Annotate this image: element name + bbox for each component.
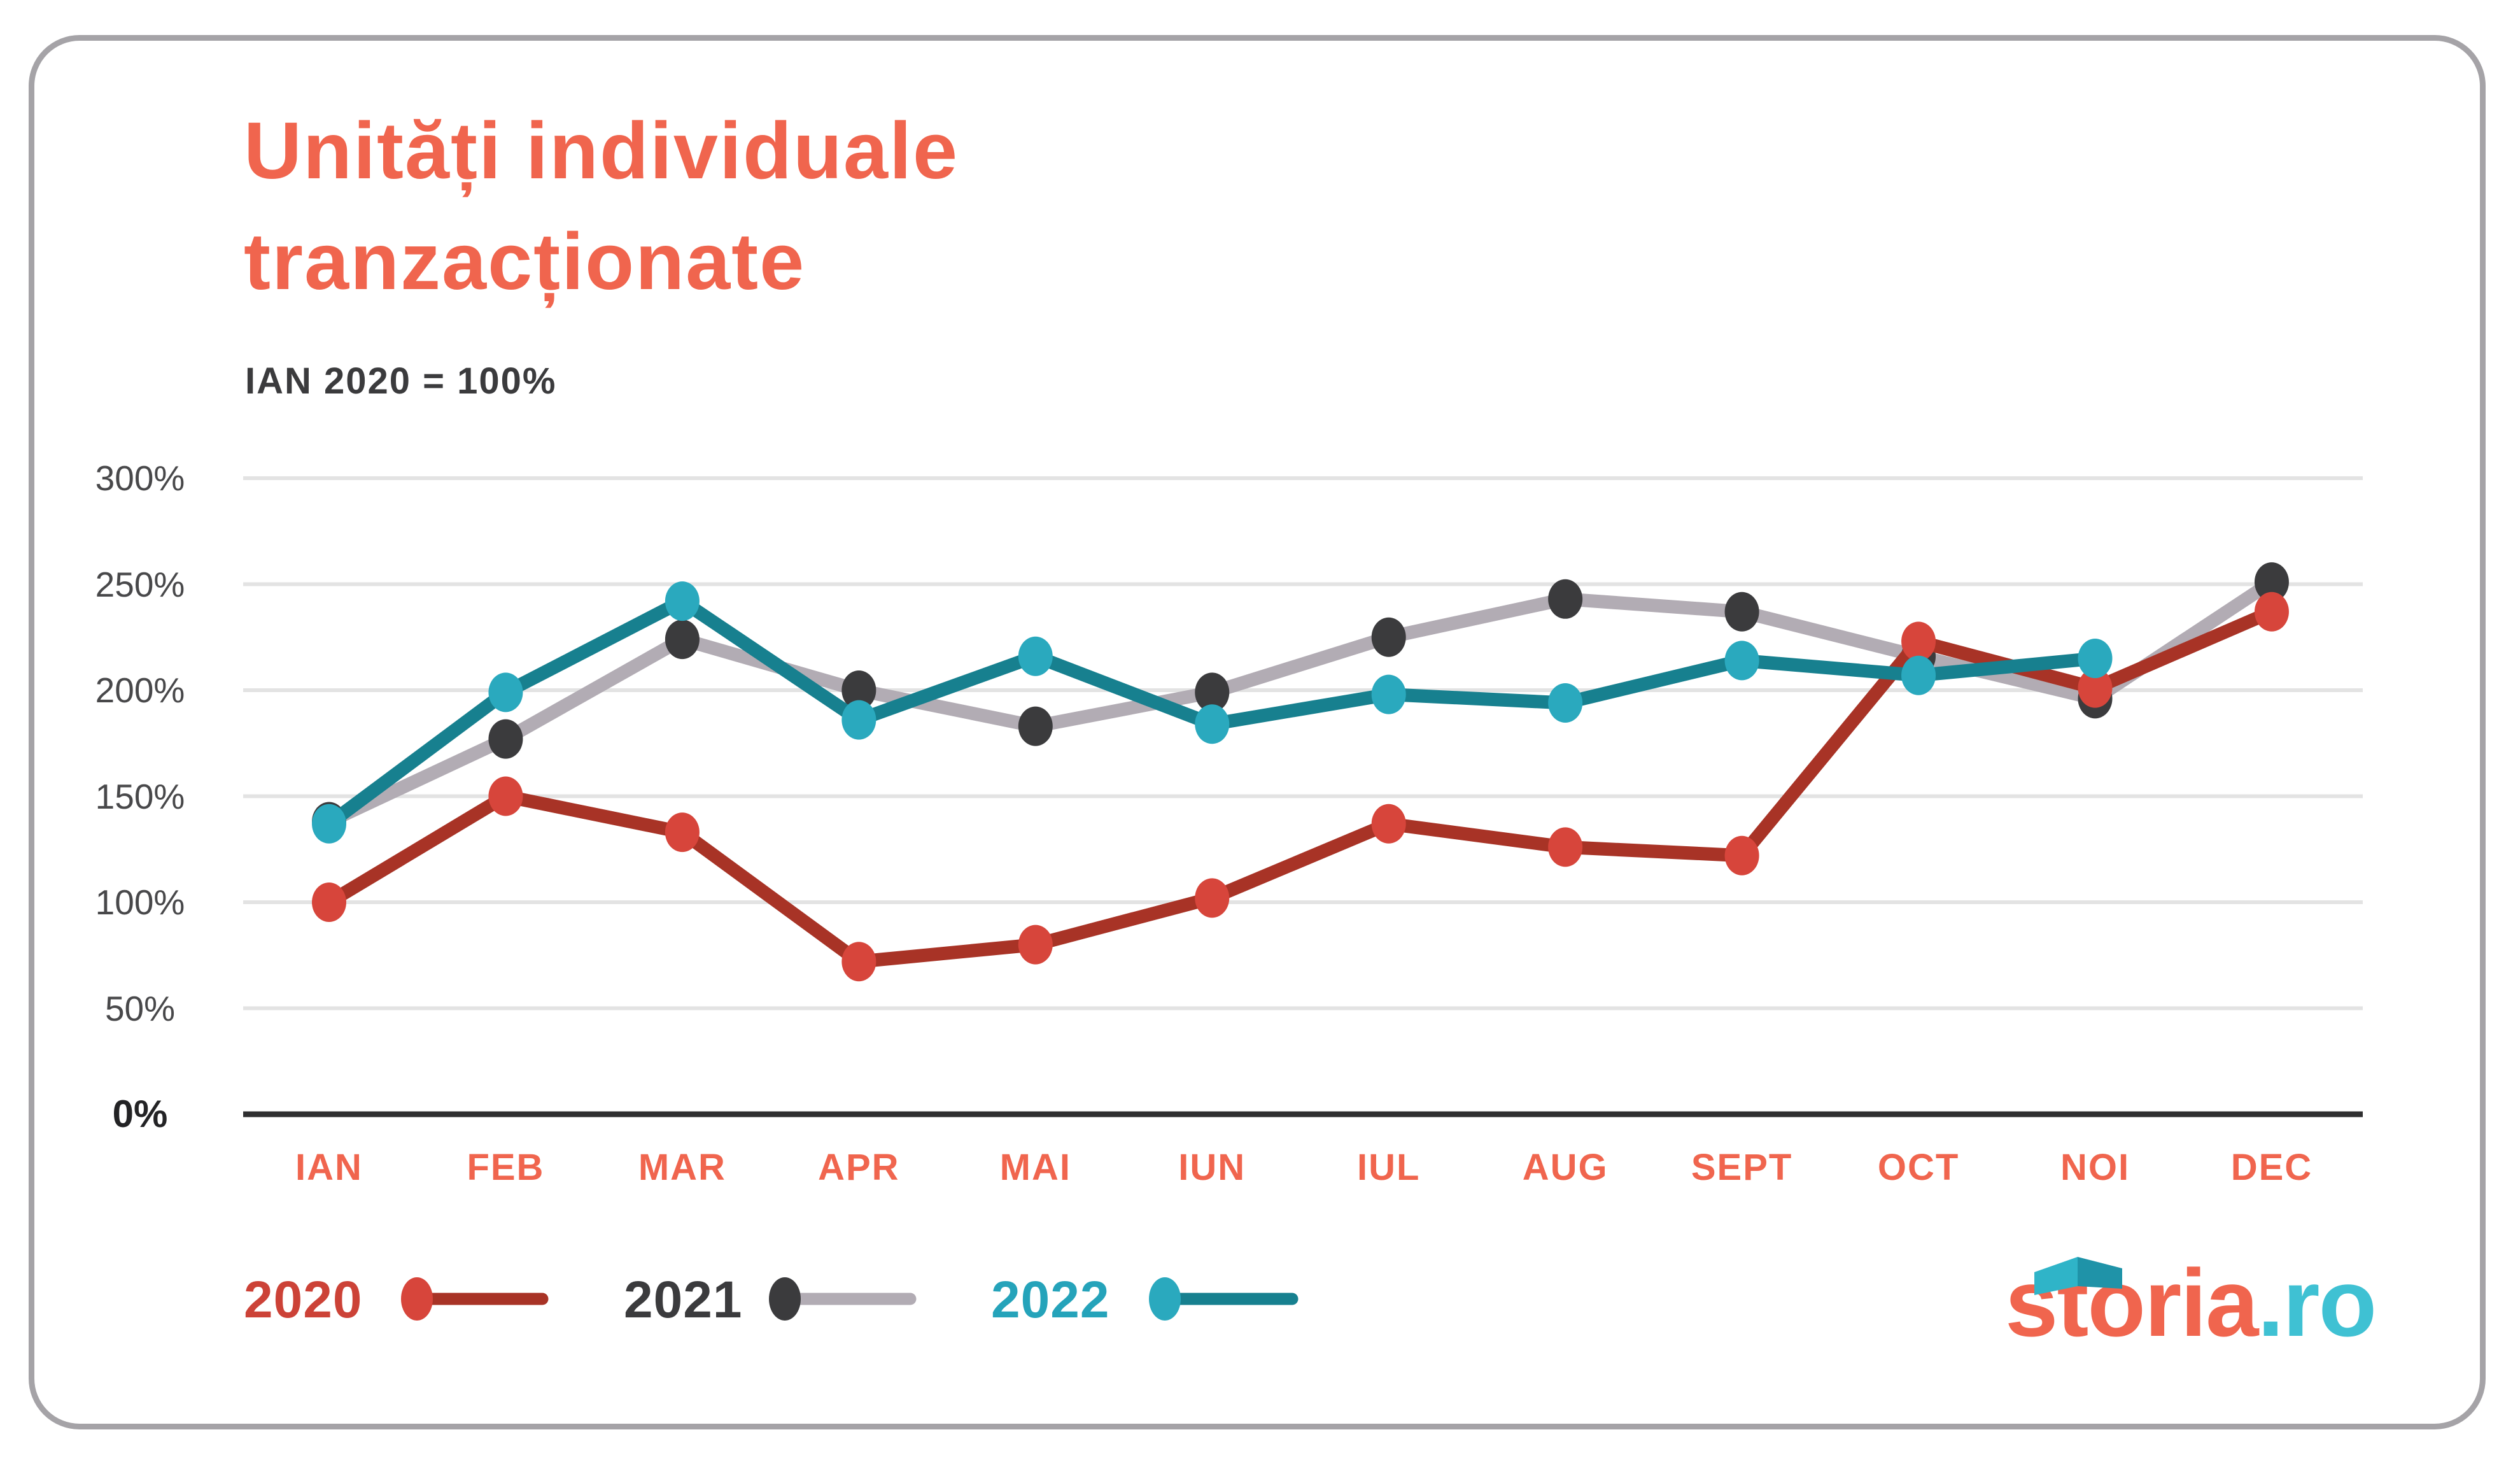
- x-tick-AUG: AUG: [1522, 1147, 1608, 1188]
- y-tick-50%: 50%: [104, 988, 176, 1028]
- legend-dot-2021: [769, 1277, 801, 1321]
- y-tick-200%: 200%: [95, 670, 185, 710]
- storia-logo-tld: .ro: [2257, 1249, 2377, 1356]
- data-point-2022-AUG: [1548, 683, 1583, 723]
- data-point-2021-APR: [841, 670, 876, 710]
- data-point-2020-IUL: [1371, 804, 1406, 844]
- y-tick-300%: 300%: [95, 458, 185, 498]
- data-point-2020-APR: [841, 942, 876, 982]
- data-point-2021-DEC: [2254, 562, 2289, 602]
- y-tick-150%: 150%: [95, 776, 185, 816]
- data-point-2020-FEB: [488, 776, 523, 816]
- data-point-2020-IAN: [312, 882, 346, 922]
- page-title-line2: tranzacționate: [244, 216, 806, 306]
- x-tick-MAI: MAI: [999, 1147, 1071, 1188]
- x-tick-IAN: IAN: [295, 1147, 363, 1188]
- data-point-2020-MAR: [665, 812, 700, 853]
- data-point-2021-MAR: [665, 620, 700, 660]
- data-point-2020-OCT: [1901, 621, 1936, 662]
- data-point-2022-IAN: [312, 804, 346, 844]
- data-point-2022-IUL: [1371, 674, 1406, 714]
- legend-label-2021: 2021: [624, 1271, 743, 1329]
- chart-subtitle: IAN 2020 = 100%: [245, 360, 557, 402]
- data-point-2021-IUL: [1371, 617, 1406, 657]
- y-tick-0%: 0%: [112, 1093, 168, 1135]
- data-point-2022-IUN: [1195, 704, 1230, 744]
- page-title: Unități individuale tranzacționate: [244, 96, 959, 317]
- data-point-2020-AUG: [1548, 827, 1583, 867]
- data-point-2020-SEPT: [1724, 835, 1759, 875]
- x-tick-IUL: IUL: [1356, 1147, 1421, 1188]
- data-point-2022-NOI: [2078, 639, 2113, 679]
- legend-label-2020: 2020: [244, 1271, 363, 1329]
- y-tick-250%: 250%: [95, 564, 185, 604]
- storia-logo: storia.ro: [2005, 1248, 2377, 1358]
- page-title-line1: Unități individuale: [244, 106, 959, 195]
- data-point-2022-OCT: [1901, 655, 1936, 695]
- data-point-2020-MAI: [1018, 925, 1053, 965]
- x-tick-APR: APR: [818, 1147, 900, 1188]
- x-tick-DEC: DEC: [2230, 1147, 2313, 1188]
- legend-dot-2022: [1149, 1277, 1181, 1321]
- infographic-card: [29, 35, 2486, 1429]
- data-point-2020-IUN: [1195, 878, 1230, 918]
- data-point-2020-NOI: [2078, 668, 2113, 708]
- data-point-2021-FEB: [488, 719, 523, 759]
- storia-flag-icon: [2034, 1257, 2122, 1295]
- data-point-2021-MAI: [1018, 706, 1053, 746]
- storia-logo-brand: storia: [2005, 1249, 2258, 1356]
- data-point-2022-FEB: [488, 672, 523, 712]
- legend-label-2022: 2022: [991, 1271, 1110, 1329]
- data-point-2021-AUG: [1548, 579, 1583, 619]
- data-point-2022-SEPT: [1724, 641, 1759, 681]
- legend-dot-2020: [401, 1277, 433, 1321]
- series-line-2021: [322, 575, 2279, 828]
- data-point-2021-SEPT: [1724, 592, 1759, 632]
- x-tick-SEPT: SEPT: [1691, 1147, 1793, 1188]
- data-point-2022-APR: [841, 700, 876, 740]
- x-tick-FEB: FEB: [467, 1147, 545, 1188]
- series-line-2020: [322, 605, 2279, 968]
- data-point-2022-MAI: [1018, 636, 1053, 676]
- data-point-2020-DEC: [2254, 592, 2289, 632]
- x-tick-OCT: OCT: [1877, 1147, 1960, 1188]
- data-point-2022-MAR: [665, 581, 700, 621]
- x-tick-MAR: MAR: [638, 1147, 726, 1188]
- y-tick-100%: 100%: [95, 882, 185, 922]
- x-tick-NOI: NOI: [2060, 1147, 2130, 1188]
- x-tick-IUN: IUN: [1178, 1147, 1246, 1188]
- data-point-2021-IUN: [1195, 672, 1230, 712]
